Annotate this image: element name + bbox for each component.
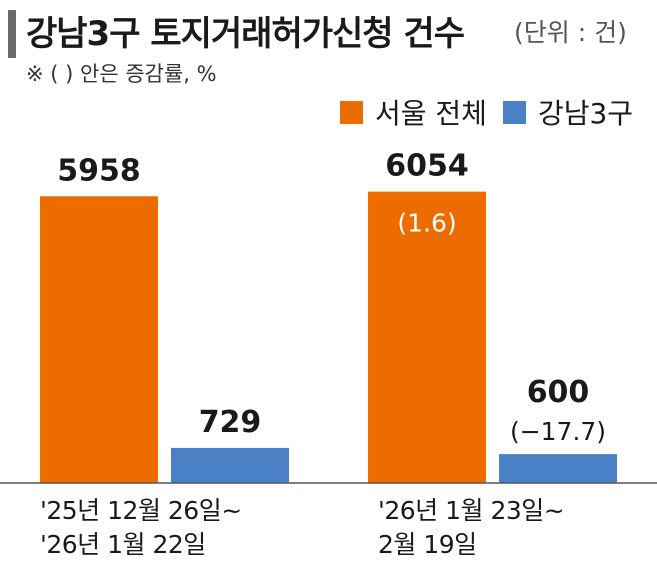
bar-seoul-1	[40, 196, 158, 484]
x-label-period-1-line-2: '26년 1월 22일	[40, 530, 206, 559]
x-label-period-2-line-1: '26년 1월 23일~	[378, 496, 565, 525]
change-label-seoul-2: (1.6)	[397, 209, 456, 238]
legend-swatch-gangnam	[502, 100, 526, 124]
chart-title: 강남3구 토지거래허가신청 건수	[26, 14, 465, 54]
legend-item-seoul: 서울 전체	[340, 92, 487, 132]
x-label-period-1: '25년 12월 26일~ '26년 1월 22일	[40, 494, 242, 562]
note-text: ※ ( ) 안은 증감률, %	[26, 62, 217, 86]
unit-label: (단위 : 건)	[514, 18, 627, 47]
bar-seoul-2	[368, 191, 486, 483]
data-label-gangnam-2: 600	[527, 375, 590, 410]
title-accent-bar	[8, 10, 16, 58]
legend-label-seoul: 서울 전체	[375, 97, 487, 130]
data-label-seoul-1: 5958	[57, 153, 141, 188]
bar-gangnam-2	[499, 454, 617, 483]
legend-swatch-seoul	[340, 100, 363, 124]
x-label-period-1-line-1: '25년 12월 26일~	[40, 496, 242, 525]
legend-label-gangnam: 강남3구	[537, 97, 634, 130]
legend: 서울 전체 강남3구	[340, 92, 633, 132]
change-label-gangnam-2: (−17.7)	[510, 417, 606, 446]
x-label-period-2-line-2: 2월 19일	[378, 530, 477, 559]
bar-gangnam-1	[171, 447, 289, 483]
x-label-period-2: '26년 1월 23일~ 2월 19일	[378, 494, 565, 562]
legend-item-gangnam: 강남3구	[502, 92, 634, 132]
data-label-seoul-2: 6054	[385, 149, 469, 184]
data-label-gangnam-1: 729	[199, 405, 262, 440]
